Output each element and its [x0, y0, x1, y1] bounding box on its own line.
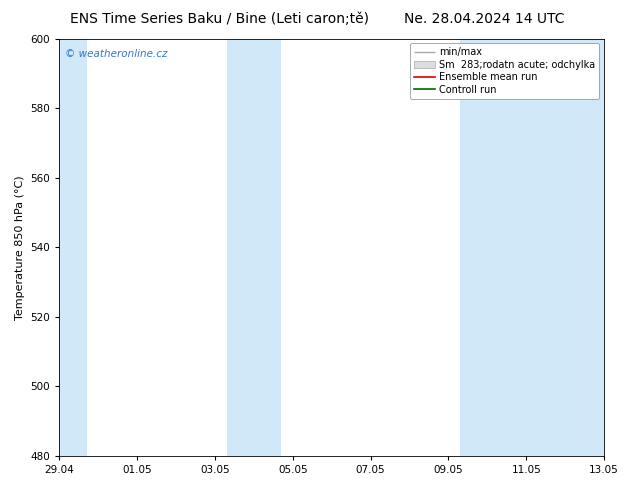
Bar: [460, 39, 616, 456]
Text: © weatheronline.cz: © weatheronline.cz: [65, 49, 167, 59]
Bar: [227, 39, 281, 456]
Legend: min/max, Sm  283;rodatn acute; odchylka, Ensemble mean run, Controll run: min/max, Sm 283;rodatn acute; odchylka, …: [410, 44, 599, 98]
Y-axis label: Temperature 850 hPa (°C): Temperature 850 hPa (°C): [15, 175, 25, 319]
Text: ENS Time Series Baku / Bine (Leti caron;tě)        Ne. 28.04.2024 14 UTC: ENS Time Series Baku / Bine (Leti caron;…: [70, 12, 564, 26]
Bar: [48, 39, 87, 456]
